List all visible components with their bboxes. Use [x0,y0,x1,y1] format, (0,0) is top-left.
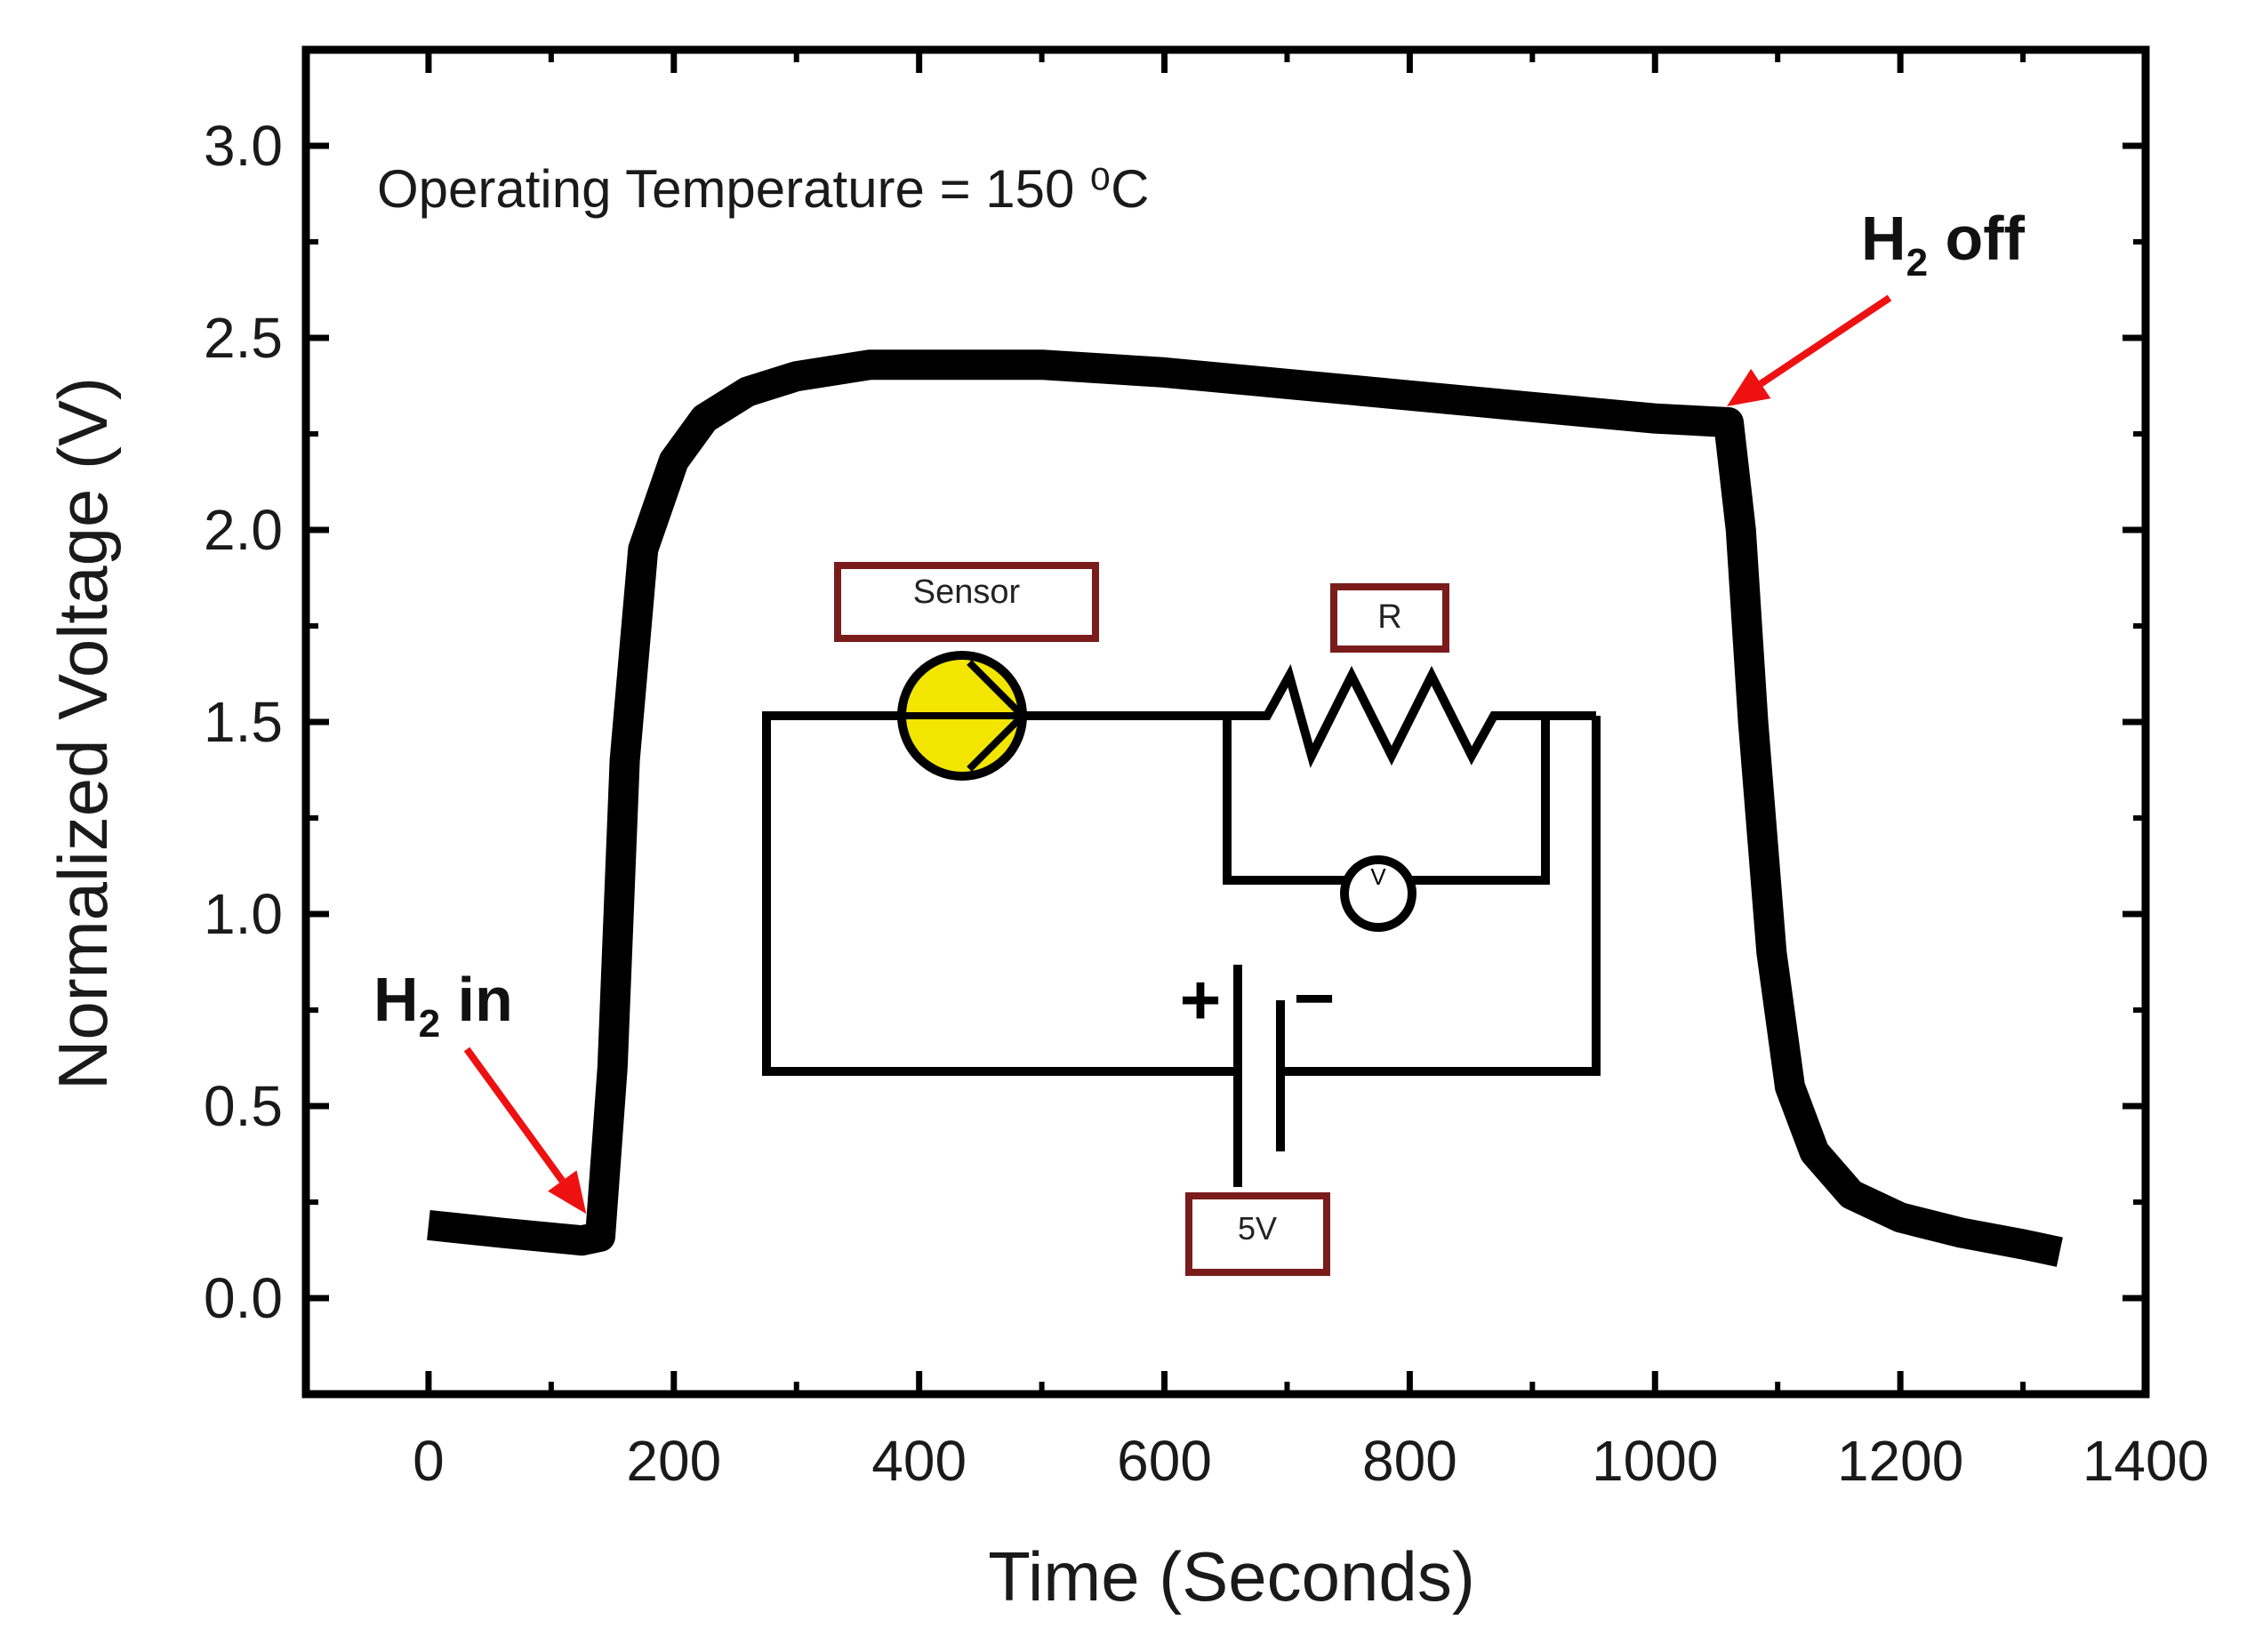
x-tick-label: 400 [871,1429,967,1493]
x-axis-title: Time (Seconds) [988,1537,1475,1616]
h2-in-main: H [373,965,419,1034]
circuit-wire-voltmeter-branch [1223,716,1344,885]
sensor-label: Sensor [913,573,1021,611]
resistor-label-box [1330,583,1449,653]
plot-frame [301,45,2150,1399]
axis-tick-labels: 0 200 400 600 800 1000 1200 1400 0.0 0.5 1.0 1.5 2.0… [204,114,2209,1493]
h2-off-sub: 2 [1906,241,1928,285]
x-tick-label: 600 [1117,1429,1212,1493]
x-tick-label: 1200 [1837,1429,1963,1493]
y-tick-label: 1.0 [204,882,283,946]
h2-in-arrowhead [548,1170,587,1215]
battery-label-box [1185,1192,1330,1276]
h2-off-label: H2 off [1861,204,2026,285]
resistor-label: R [1377,598,1401,636]
x-tick-label: 200 [626,1429,721,1493]
x-tick-label: 1400 [2082,1429,2209,1493]
operating-temperature-note: Operating Temperature = 150 ⁰C [377,159,1149,219]
annotations: H2 in H2 off [373,204,2026,1215]
plot-series [427,349,2063,1267]
h2-off-arrow [1759,294,1892,387]
h2-in-label: H2 in [373,965,513,1046]
y-axis-title: Normalized Voltage (V) [44,377,122,1090]
y-tick-label: 0.5 [204,1074,283,1138]
circuit-wire-outer [1280,716,1601,1076]
y-tick-label: 2.0 [204,498,283,562]
sensor-label-box [834,562,1099,642]
circuit-inset: V + − Sensor R 5V [702,525,1654,1307]
x-tick-label: 800 [1362,1429,1457,1493]
h2-in-sub: 2 [419,1002,440,1046]
battery-minus-sign: − [1294,958,1336,1038]
y-tick-label: 1.5 [204,690,283,754]
h2-off-main: H [1861,204,1906,273]
x-tick-label: 0 [413,1429,445,1493]
h2-in-rest: in [440,965,513,1034]
y-tick-label: 0.0 [204,1266,283,1330]
h2-in-arrow [463,1047,566,1183]
data-line [427,349,2063,1267]
h2-off-arrowhead [1727,368,1771,407]
battery-plus-sign: + [1180,960,1222,1039]
y-tick-label: 2.5 [204,306,283,370]
circuit-background [702,525,1654,1307]
voltmeter-label: V [1370,863,1386,890]
x-tick-label: 1000 [1592,1429,1718,1493]
h2-off-rest: off [1928,204,2026,273]
battery-label: 5V [1238,1210,1277,1247]
circuit-wire-resistor-branch [1227,663,1596,768]
y-tick-label: 3.0 [204,114,283,178]
circuit-wire-voltmeter-branch-right [1412,716,1550,885]
sensor-chevron [967,660,1028,772]
voltmeter-symbol [1340,855,1416,932]
